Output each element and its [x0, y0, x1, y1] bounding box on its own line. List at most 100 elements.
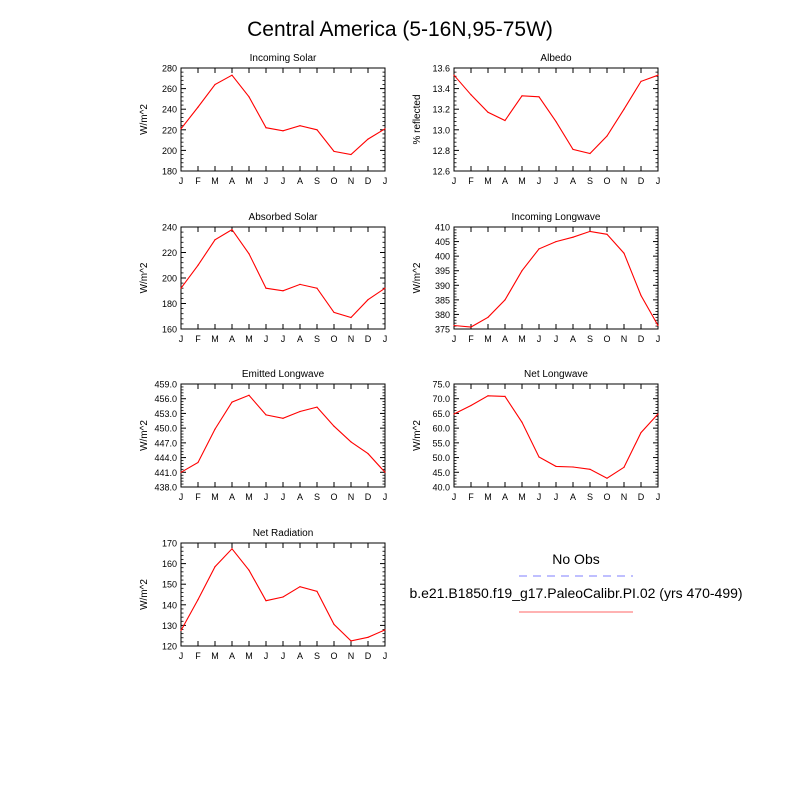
x-tick-label: J: [656, 334, 661, 344]
x-tick-label: M: [518, 492, 526, 502]
x-tick-label: J: [554, 176, 559, 186]
x-tick-label: A: [297, 334, 303, 344]
data-point: [316, 590, 318, 593]
x-tick-label: J: [452, 334, 457, 344]
data-point: [589, 152, 591, 155]
x-tick-label: A: [570, 176, 576, 186]
data-point: [487, 395, 489, 397]
x-tick-label: J: [179, 492, 184, 502]
legend: No Obs b.e21.B1850.f19_g17.PaleoCalibr.P…: [409, 551, 743, 613]
x-tick-label: N: [348, 651, 355, 661]
data-point: [231, 401, 233, 403]
y-axis-label: % reflected: [412, 94, 423, 144]
data-point: [180, 128, 182, 130]
panel-title: Net Longwave: [524, 369, 588, 380]
x-tick-label: J: [264, 176, 269, 186]
y-tick-label: 55.0: [432, 438, 450, 448]
y-tick-label: 200: [162, 274, 177, 284]
x-tick-label: M: [211, 334, 219, 344]
data-point: [623, 108, 625, 110]
x-tick-label: M: [245, 334, 253, 344]
panel-title: Absorbed Solar: [249, 212, 319, 223]
y-tick-label: 40.0: [432, 483, 450, 493]
data-point: [538, 456, 540, 458]
data-point: [299, 586, 301, 588]
plot-frame: [180, 542, 386, 647]
x-tick-label: J: [554, 492, 559, 502]
data-point: [384, 128, 386, 130]
x-tick-label: A: [229, 651, 235, 661]
x-tick-label: D: [365, 176, 372, 186]
data-point: [453, 413, 455, 415]
x-tick-label: J: [383, 176, 388, 186]
x-tick-label: J: [281, 334, 286, 344]
x-tick-label: O: [603, 334, 610, 344]
data-point: [248, 569, 250, 571]
data-point: [606, 135, 608, 137]
x-tick-label: D: [638, 176, 645, 186]
y-tick-label: 410: [435, 223, 450, 233]
x-tick-label: J: [383, 651, 388, 661]
y-tick-label: 13.4: [432, 84, 450, 94]
data-point: [265, 414, 267, 416]
y-axis-label: W/m^2: [412, 420, 423, 451]
data-point: [606, 233, 608, 235]
x-tick-label: S: [314, 492, 320, 502]
x-tick-label: A: [502, 492, 508, 502]
x-tick-label: F: [468, 176, 474, 186]
y-tick-label: 220: [162, 125, 177, 135]
x-tick-label: F: [468, 492, 474, 502]
y-axis-label: W/m^2: [139, 579, 150, 610]
y-tick-label: 444.0: [154, 453, 177, 463]
data-point: [555, 120, 557, 123]
y-tick-label: 450.0: [154, 424, 177, 434]
data-point: [231, 74, 233, 76]
panel-4: Incoming Longwave W/m^2 375 380 385 390 395 400…: [412, 212, 660, 344]
data-point: [214, 83, 216, 86]
data-point: [299, 283, 301, 285]
x-tick-label: O: [330, 176, 337, 186]
y-tick-label: 405: [435, 237, 450, 247]
x-tick-label: D: [365, 492, 372, 502]
y-tick-label: 385: [435, 295, 450, 305]
x-tick-label: J: [452, 492, 457, 502]
data-point: [197, 106, 199, 108]
y-axis-label: W/m^2: [139, 420, 150, 451]
y-tick-label: 160: [162, 325, 177, 335]
x-tick-label: A: [502, 176, 508, 186]
data-point: [316, 406, 318, 408]
x-tick-label: S: [587, 492, 593, 502]
data-point: [657, 324, 659, 327]
y-tick-label: 220: [162, 248, 177, 258]
legend-obs-label: No Obs: [552, 551, 599, 567]
data-point: [197, 264, 199, 266]
x-tick-label: S: [587, 176, 593, 186]
panel-5: Emitted Longwave W/m^2 438.0 441.0 444.0 447.…: [139, 369, 387, 502]
panel-title: Albedo: [540, 53, 572, 64]
x-tick-label: J: [656, 176, 661, 186]
data-point: [470, 94, 472, 96]
y-tick-label: 65.0: [432, 409, 450, 419]
x-tick-label: J: [537, 492, 542, 502]
data-point: [231, 228, 233, 231]
x-tick-label: F: [195, 176, 201, 186]
panel-6: Net Longwave W/m^2 40.0 45.0 50.0 55.0 60.0 65.…: [412, 369, 660, 502]
x-tick-label: D: [638, 334, 645, 344]
y-tick-label: 200: [162, 146, 177, 156]
x-tick-label: J: [179, 176, 184, 186]
x-tick-label: M: [518, 334, 526, 344]
series-line: [180, 394, 386, 473]
data-point: [316, 129, 318, 131]
y-tick-label: 45.0: [432, 468, 450, 478]
x-tick-label: J: [537, 334, 542, 344]
y-axis-label: W/m^2: [139, 262, 150, 293]
x-tick-label: M: [518, 176, 526, 186]
y-tick-label: 120: [162, 642, 177, 652]
x-tick-label: J: [179, 334, 184, 344]
data-point: [333, 623, 335, 625]
x-tick-label: F: [195, 492, 201, 502]
data-point: [657, 74, 659, 76]
y-tick-label: 13.0: [432, 125, 450, 135]
data-point: [248, 253, 250, 255]
